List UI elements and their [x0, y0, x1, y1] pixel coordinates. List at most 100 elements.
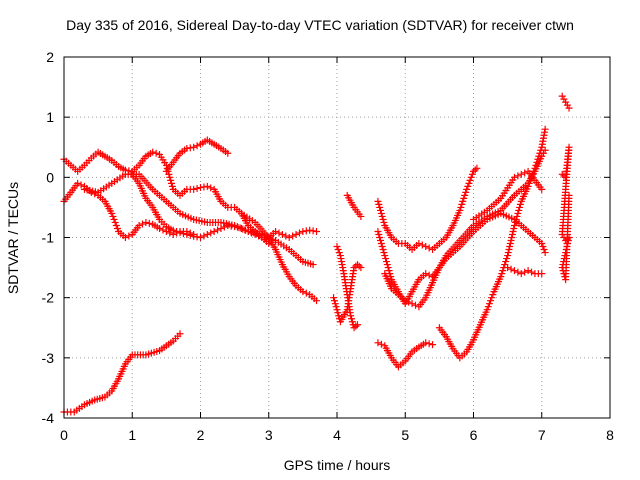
data-point: [497, 273, 505, 281]
data-point: [74, 179, 82, 187]
data-point: [374, 339, 382, 347]
data-point: [309, 227, 317, 235]
data-point: [330, 297, 338, 305]
data-point: [289, 232, 297, 240]
data-point: [282, 232, 290, 240]
data-point: [422, 270, 430, 278]
data-point: [511, 218, 519, 226]
data-point: [353, 261, 361, 269]
data-point: [357, 212, 365, 220]
data-point: [381, 252, 389, 260]
data-point: [411, 301, 419, 309]
data-point: [425, 340, 433, 348]
data-point: [352, 322, 360, 330]
data-point: [377, 237, 385, 245]
series-track-18: [558, 92, 573, 112]
data-point: [190, 185, 198, 193]
data-point: [463, 185, 471, 193]
y-tick-label: 1: [46, 109, 54, 125]
data-point: [292, 230, 300, 238]
data-point: [510, 173, 518, 181]
data-point: [415, 240, 423, 248]
data-point: [135, 221, 143, 229]
data-point: [563, 101, 571, 109]
data-point: [521, 169, 529, 177]
data-point: [203, 182, 211, 190]
data-point: [334, 309, 342, 317]
data-point: [565, 104, 573, 112]
data-point: [374, 227, 382, 235]
x-axis-label: GPS time / hours: [284, 457, 391, 473]
data-point: [306, 226, 314, 234]
series-track-19: [558, 143, 573, 284]
data-point: [464, 182, 472, 190]
data-point: [535, 152, 543, 160]
data-point: [560, 95, 568, 103]
data-point: [507, 265, 515, 273]
data-point: [110, 215, 118, 223]
data-point: [541, 249, 549, 257]
data-point: [515, 206, 523, 214]
data-point: [562, 98, 570, 106]
data-point: [333, 243, 341, 251]
data-point: [536, 149, 544, 157]
data-point: [456, 206, 464, 214]
data-point: [506, 240, 514, 248]
data-point: [350, 264, 358, 272]
data-point: [462, 188, 470, 196]
data-point: [142, 218, 150, 226]
data-point: [466, 176, 474, 184]
data-point: [516, 203, 524, 211]
data-point: [295, 229, 303, 237]
data-point: [350, 324, 358, 332]
data-point: [224, 149, 232, 157]
y-tick-label: 2: [46, 49, 54, 65]
data-point: [458, 200, 466, 208]
series-track-11: [374, 339, 437, 371]
series-track-8: [333, 243, 361, 332]
data-point: [516, 200, 524, 208]
series-track-16: [504, 264, 546, 278]
data-point: [355, 262, 363, 270]
data-point: [313, 297, 321, 305]
data-point: [534, 155, 542, 163]
x-tick-label: 7: [538, 427, 546, 443]
data-point: [539, 243, 547, 251]
data-point: [422, 243, 430, 251]
data-point: [285, 234, 293, 241]
data-point: [113, 224, 121, 232]
data-point: [193, 184, 201, 192]
data-point: [186, 231, 194, 239]
data-point: [531, 164, 539, 172]
data-point: [510, 224, 518, 232]
series-track-14: [381, 209, 549, 311]
data-point: [485, 300, 493, 308]
data-point: [313, 227, 321, 235]
data-point: [506, 243, 514, 251]
data-point: [152, 149, 160, 157]
data-point: [207, 184, 215, 192]
data-point: [183, 144, 191, 152]
data-point: [378, 212, 386, 220]
data-point: [524, 267, 532, 275]
data-point: [125, 232, 133, 240]
data-point: [508, 230, 516, 238]
x-tick-label: 2: [197, 427, 205, 443]
data-point: [382, 255, 390, 263]
data-point: [217, 224, 225, 232]
data-point: [173, 227, 181, 235]
data-point: [333, 306, 341, 314]
data-point: [121, 234, 129, 241]
data-point: [384, 264, 392, 272]
series-track-15: [435, 125, 549, 362]
grid-lines: [64, 57, 610, 418]
data-point: [176, 229, 184, 237]
data-point: [183, 230, 191, 238]
data-point: [272, 227, 280, 235]
data-point: [197, 184, 204, 192]
series-track-1: [60, 330, 184, 416]
data-point: [379, 246, 387, 254]
data-point: [332, 303, 340, 311]
data-point: [457, 203, 465, 211]
data-point: [377, 206, 385, 214]
